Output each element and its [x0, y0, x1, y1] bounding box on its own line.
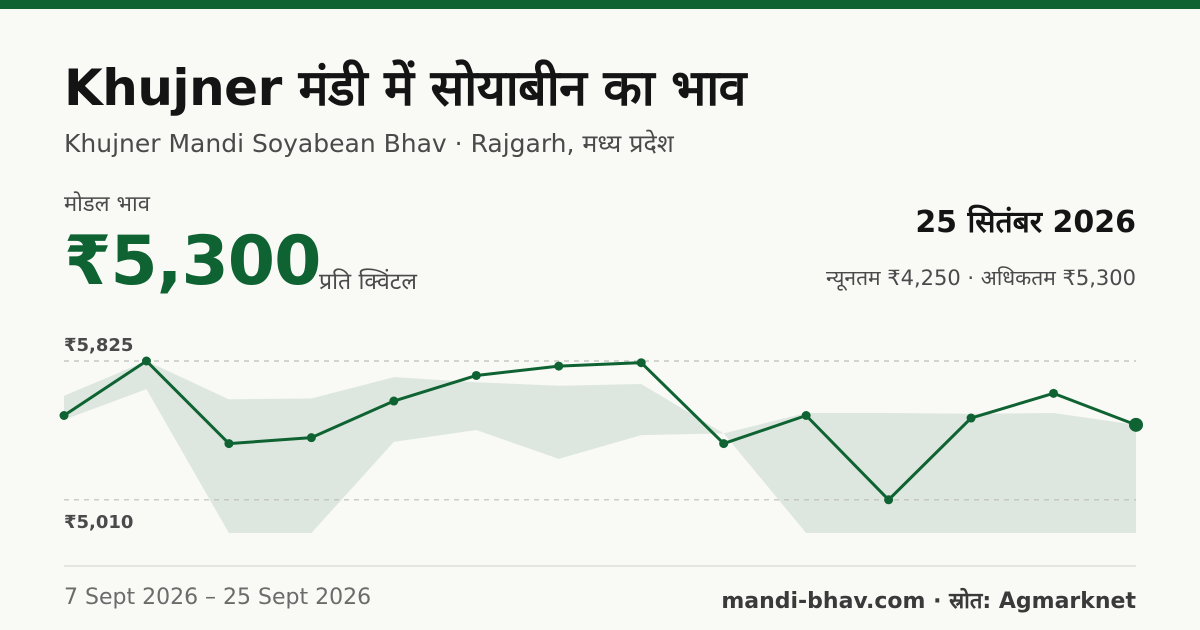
price-point [59, 410, 69, 420]
price-point [884, 495, 894, 505]
y-tick-label: ₹5,010 [64, 512, 133, 533]
price-date: 25 सितंबर 2026 [915, 205, 1136, 240]
date-range: 7 Sept 2026 – 25 Sept 2026 [64, 585, 372, 610]
price-point [389, 396, 399, 406]
footer-divider [64, 565, 1136, 567]
grid-layer [64, 360, 1136, 501]
min-max-price: न्यूनतम ₹4,250 · अधिकतम ₹5,300 [826, 266, 1136, 290]
price-range-band-layer [64, 361, 1136, 533]
price-point [719, 439, 729, 449]
price-point [471, 370, 481, 380]
page-subtitle: Khujner Mandi Soyabean Bhav · Rajgarh, म… [64, 129, 674, 158]
top-accent-bar [0, 0, 1200, 9]
price-point [801, 410, 811, 420]
price-range-band [64, 361, 1136, 533]
tick-label-layer: ₹5,825 ₹5,010 [64, 335, 133, 533]
model-price-label: मोडल भाव [64, 192, 150, 217]
page-title: Khujner मंडी में सोयाबीन का भाव [64, 59, 746, 117]
price-point [966, 413, 976, 423]
model-price-value: ₹5,300 [64, 222, 321, 301]
price-line [62, 359, 1138, 502]
data-source: mandi-bhav.com · स्रोत: Agmarknet [721, 589, 1136, 614]
latest-price-point [1129, 417, 1143, 432]
price-point [636, 358, 646, 368]
price-point [306, 433, 316, 443]
price-point-layer [59, 356, 1143, 505]
price-point [141, 356, 151, 366]
price-point [1049, 388, 1059, 398]
price-line-layer [62, 359, 1138, 502]
price-point [554, 361, 564, 371]
price-unit: प्रति क्विंटल [319, 269, 417, 295]
y-tick-label: ₹5,825 [64, 335, 133, 356]
price-point [224, 439, 234, 449]
